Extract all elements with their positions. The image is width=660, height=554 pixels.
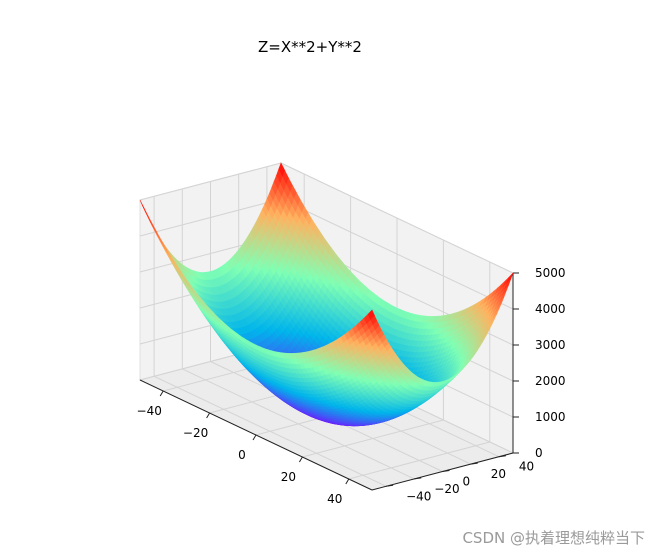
x-tick-label: 20 xyxy=(281,470,296,484)
y-tick-label: −40 xyxy=(406,489,431,503)
z-tick-label: 1000 xyxy=(535,410,566,424)
x-tick-label: 0 xyxy=(238,448,246,462)
y-tick-label: 0 xyxy=(463,475,471,489)
x-tick-mark xyxy=(159,390,164,397)
z-tick-label: 4000 xyxy=(535,302,566,316)
z-tick-label: 3000 xyxy=(535,338,566,352)
z-tick-label: 5000 xyxy=(535,266,566,280)
gridline-z-left xyxy=(139,198,282,237)
gridline-z-left xyxy=(139,162,282,201)
gridline-z-back xyxy=(280,198,514,310)
x-tick-label: 40 xyxy=(327,492,342,506)
y-tick-mark xyxy=(414,477,422,480)
y-tick-mark xyxy=(386,484,394,487)
gridline-z-back xyxy=(280,162,514,274)
surface-plot xyxy=(139,162,514,427)
y-tick-mark xyxy=(442,470,450,472)
watermark: CSDN @执着理想纯粹当下 xyxy=(462,529,645,547)
z-tick-label: 2000 xyxy=(535,374,566,388)
x-tick-mark xyxy=(206,412,211,419)
y-tick-label: 20 xyxy=(491,467,506,481)
x-tick-mark xyxy=(298,456,303,463)
gridline-y-floor xyxy=(182,368,415,480)
z-tick-label: 0 xyxy=(535,446,543,460)
chart-title: Z=X**2+Y**2 xyxy=(258,38,362,56)
x-tick-label: −40 xyxy=(137,404,162,418)
y-tick-mark xyxy=(470,462,478,465)
x-tick-mark xyxy=(252,434,257,441)
x-tick-mark xyxy=(345,478,350,485)
y-tick-mark xyxy=(498,455,506,458)
y-tick-label: 40 xyxy=(519,460,534,474)
axis-lines xyxy=(139,272,519,491)
x-tick-label: −20 xyxy=(183,426,208,440)
gridline-y-floor xyxy=(153,375,387,487)
y-tick-label: −20 xyxy=(434,482,459,496)
